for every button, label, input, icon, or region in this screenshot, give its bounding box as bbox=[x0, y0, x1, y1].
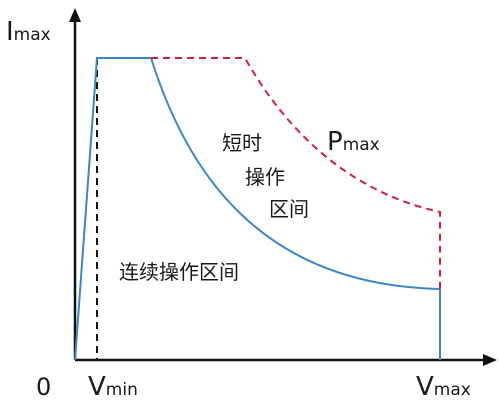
short-term-label-line1: 短时 bbox=[222, 131, 262, 155]
y-axis-label: Imax bbox=[6, 17, 51, 47]
vmax-label: Vmax bbox=[416, 372, 471, 402]
vmin-label: Vmin bbox=[88, 372, 138, 402]
short-term-label-line3: 区间 bbox=[269, 197, 309, 221]
pmax-label: Pmax bbox=[327, 127, 380, 157]
x-axis-arrow bbox=[483, 354, 497, 366]
origin-label: 0 bbox=[36, 373, 51, 401]
y-axis-arrow bbox=[69, 8, 81, 22]
short-term-region-boundary bbox=[151, 57, 441, 289]
continuous-region-boundary bbox=[74, 57, 441, 361]
short-term-label-line2: 操作 bbox=[245, 165, 285, 189]
continuous-region-label: 连续操作区间 bbox=[119, 260, 239, 284]
